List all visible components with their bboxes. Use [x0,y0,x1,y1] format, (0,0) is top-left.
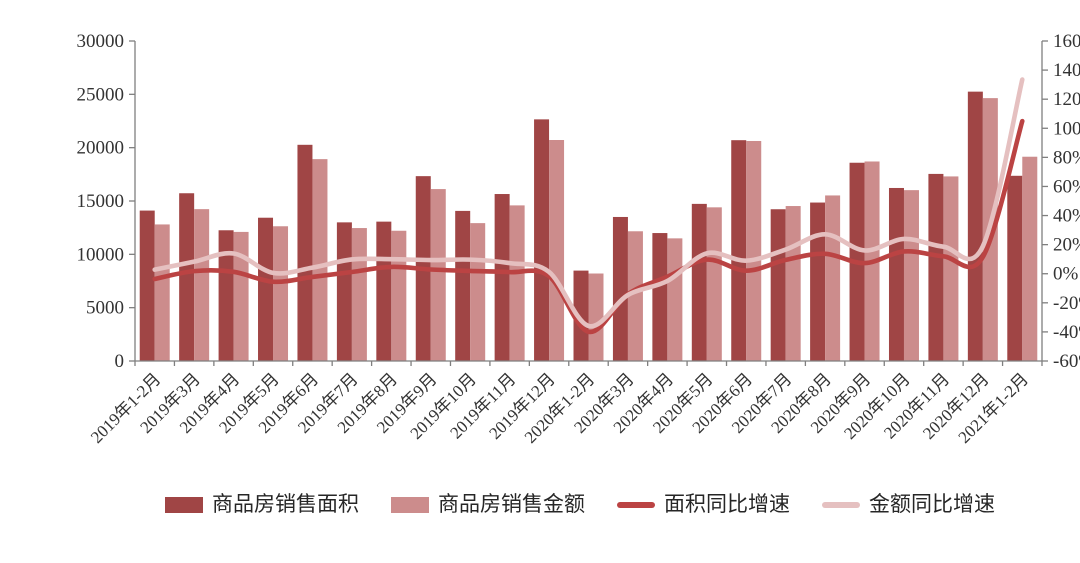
bar-amount-10 [549,139,565,361]
svg-text:100%: 100% [1053,118,1080,139]
svg-text:20000: 20000 [77,138,125,159]
bar-amount-19 [903,190,919,361]
bar-area-5 [336,222,352,361]
svg-text:10000: 10000 [77,244,125,265]
svg-text:80%: 80% [1053,147,1080,168]
bar-amount-11 [588,273,604,361]
bar-amount-6 [391,230,407,361]
bar-area-6 [376,221,392,361]
svg-text:0%: 0% [1053,264,1079,285]
bar-area-0 [139,210,155,361]
bar-amount-12 [627,231,643,361]
bar-area-11 [573,270,589,361]
legend-swatch-area-bar [165,496,203,513]
bar-amount-13 [667,238,683,361]
legend-item-amount-growth-line: 金额同比增速 [822,494,995,515]
legend-item-area-growth-line: 面积同比增速 [617,494,790,515]
svg-text:25000: 25000 [77,84,125,105]
line-amount-growth [152,77,1025,329]
svg-text:140%: 140% [1053,60,1080,81]
svg-text:20%: 20% [1053,235,1080,256]
legend-label-amount-bar: 商品房销售金额 [438,492,585,516]
bar-amount-16 [785,206,801,361]
svg-text:60%: 60% [1053,176,1080,197]
legend-item-sales-area-bar: 商品房销售面积 [165,494,359,515]
bar-amount-5 [351,228,367,361]
bar-area-20 [928,173,944,361]
bar-amount-9 [509,205,525,361]
bar-amount-15 [746,140,762,361]
bar-amount-22 [1022,156,1038,361]
bar-amount-4 [312,159,328,361]
bar-area-4 [297,144,313,361]
sales-combo-chart: 0 5000 10000 15000 20000 25000 30000 -60% -40% -2… [77,31,1080,447]
bar-area-13 [652,233,668,361]
svg-text:15000: 15000 [77,191,125,212]
legend: 商品房销售面积 商品房销售金额 面积同比增速 金额同比增速 [40,494,1080,515]
bar-amount-20 [943,176,959,361]
bar-area-17 [810,202,826,361]
bar-amount-14 [706,207,722,361]
svg-text:-60%: -60% [1053,351,1080,372]
bar-area-2 [218,230,234,361]
bar-area-19 [888,187,904,361]
bar-area-14 [691,203,707,361]
svg-text:-20%: -20% [1053,293,1080,314]
bar-area-15 [731,140,747,361]
bar-area-8 [455,210,471,361]
legend-label-area-growth: 面积同比增速 [664,492,790,516]
bar-amount-7 [430,189,446,361]
legend-item-sales-amount-bar: 商品房销售金额 [391,494,585,515]
legend-swatch-area-growth-line [617,501,655,508]
svg-text:5000: 5000 [86,298,124,319]
svg-text:-40%: -40% [1053,322,1080,343]
legend-swatch-amount-growth-line [822,501,860,508]
svg-text:30000: 30000 [77,31,125,52]
bar-area-3 [258,217,274,361]
legend-swatch-amount-bar [391,496,429,513]
bar-area-16 [770,209,786,361]
bar-area-12 [612,216,628,361]
bar-area-22 [1007,175,1023,361]
bar-amount-3 [273,226,289,361]
bar-amount-0 [154,224,170,361]
bar-area-21 [967,91,983,362]
svg-text:40%: 40% [1053,206,1080,227]
bar-amount-17 [825,195,841,361]
legend-label-area-bar: 商品房销售面积 [212,492,359,516]
line-area-growth [152,118,1025,335]
bar-area-9 [494,194,510,361]
bar-amount-2 [233,231,249,361]
legend-label-amount-growth: 金额同比增速 [869,492,995,516]
bar-amount-1 [194,209,210,361]
svg-text:120%: 120% [1053,89,1080,110]
bar-area-10 [534,119,550,361]
svg-text:0: 0 [115,351,125,372]
bar-area-1 [179,193,195,361]
svg-text:160%: 160% [1053,31,1080,52]
chart-container: 0 5000 10000 15000 20000 25000 30000 -60% -40% -2… [40,16,1080,563]
bar-amount-8 [470,223,486,361]
